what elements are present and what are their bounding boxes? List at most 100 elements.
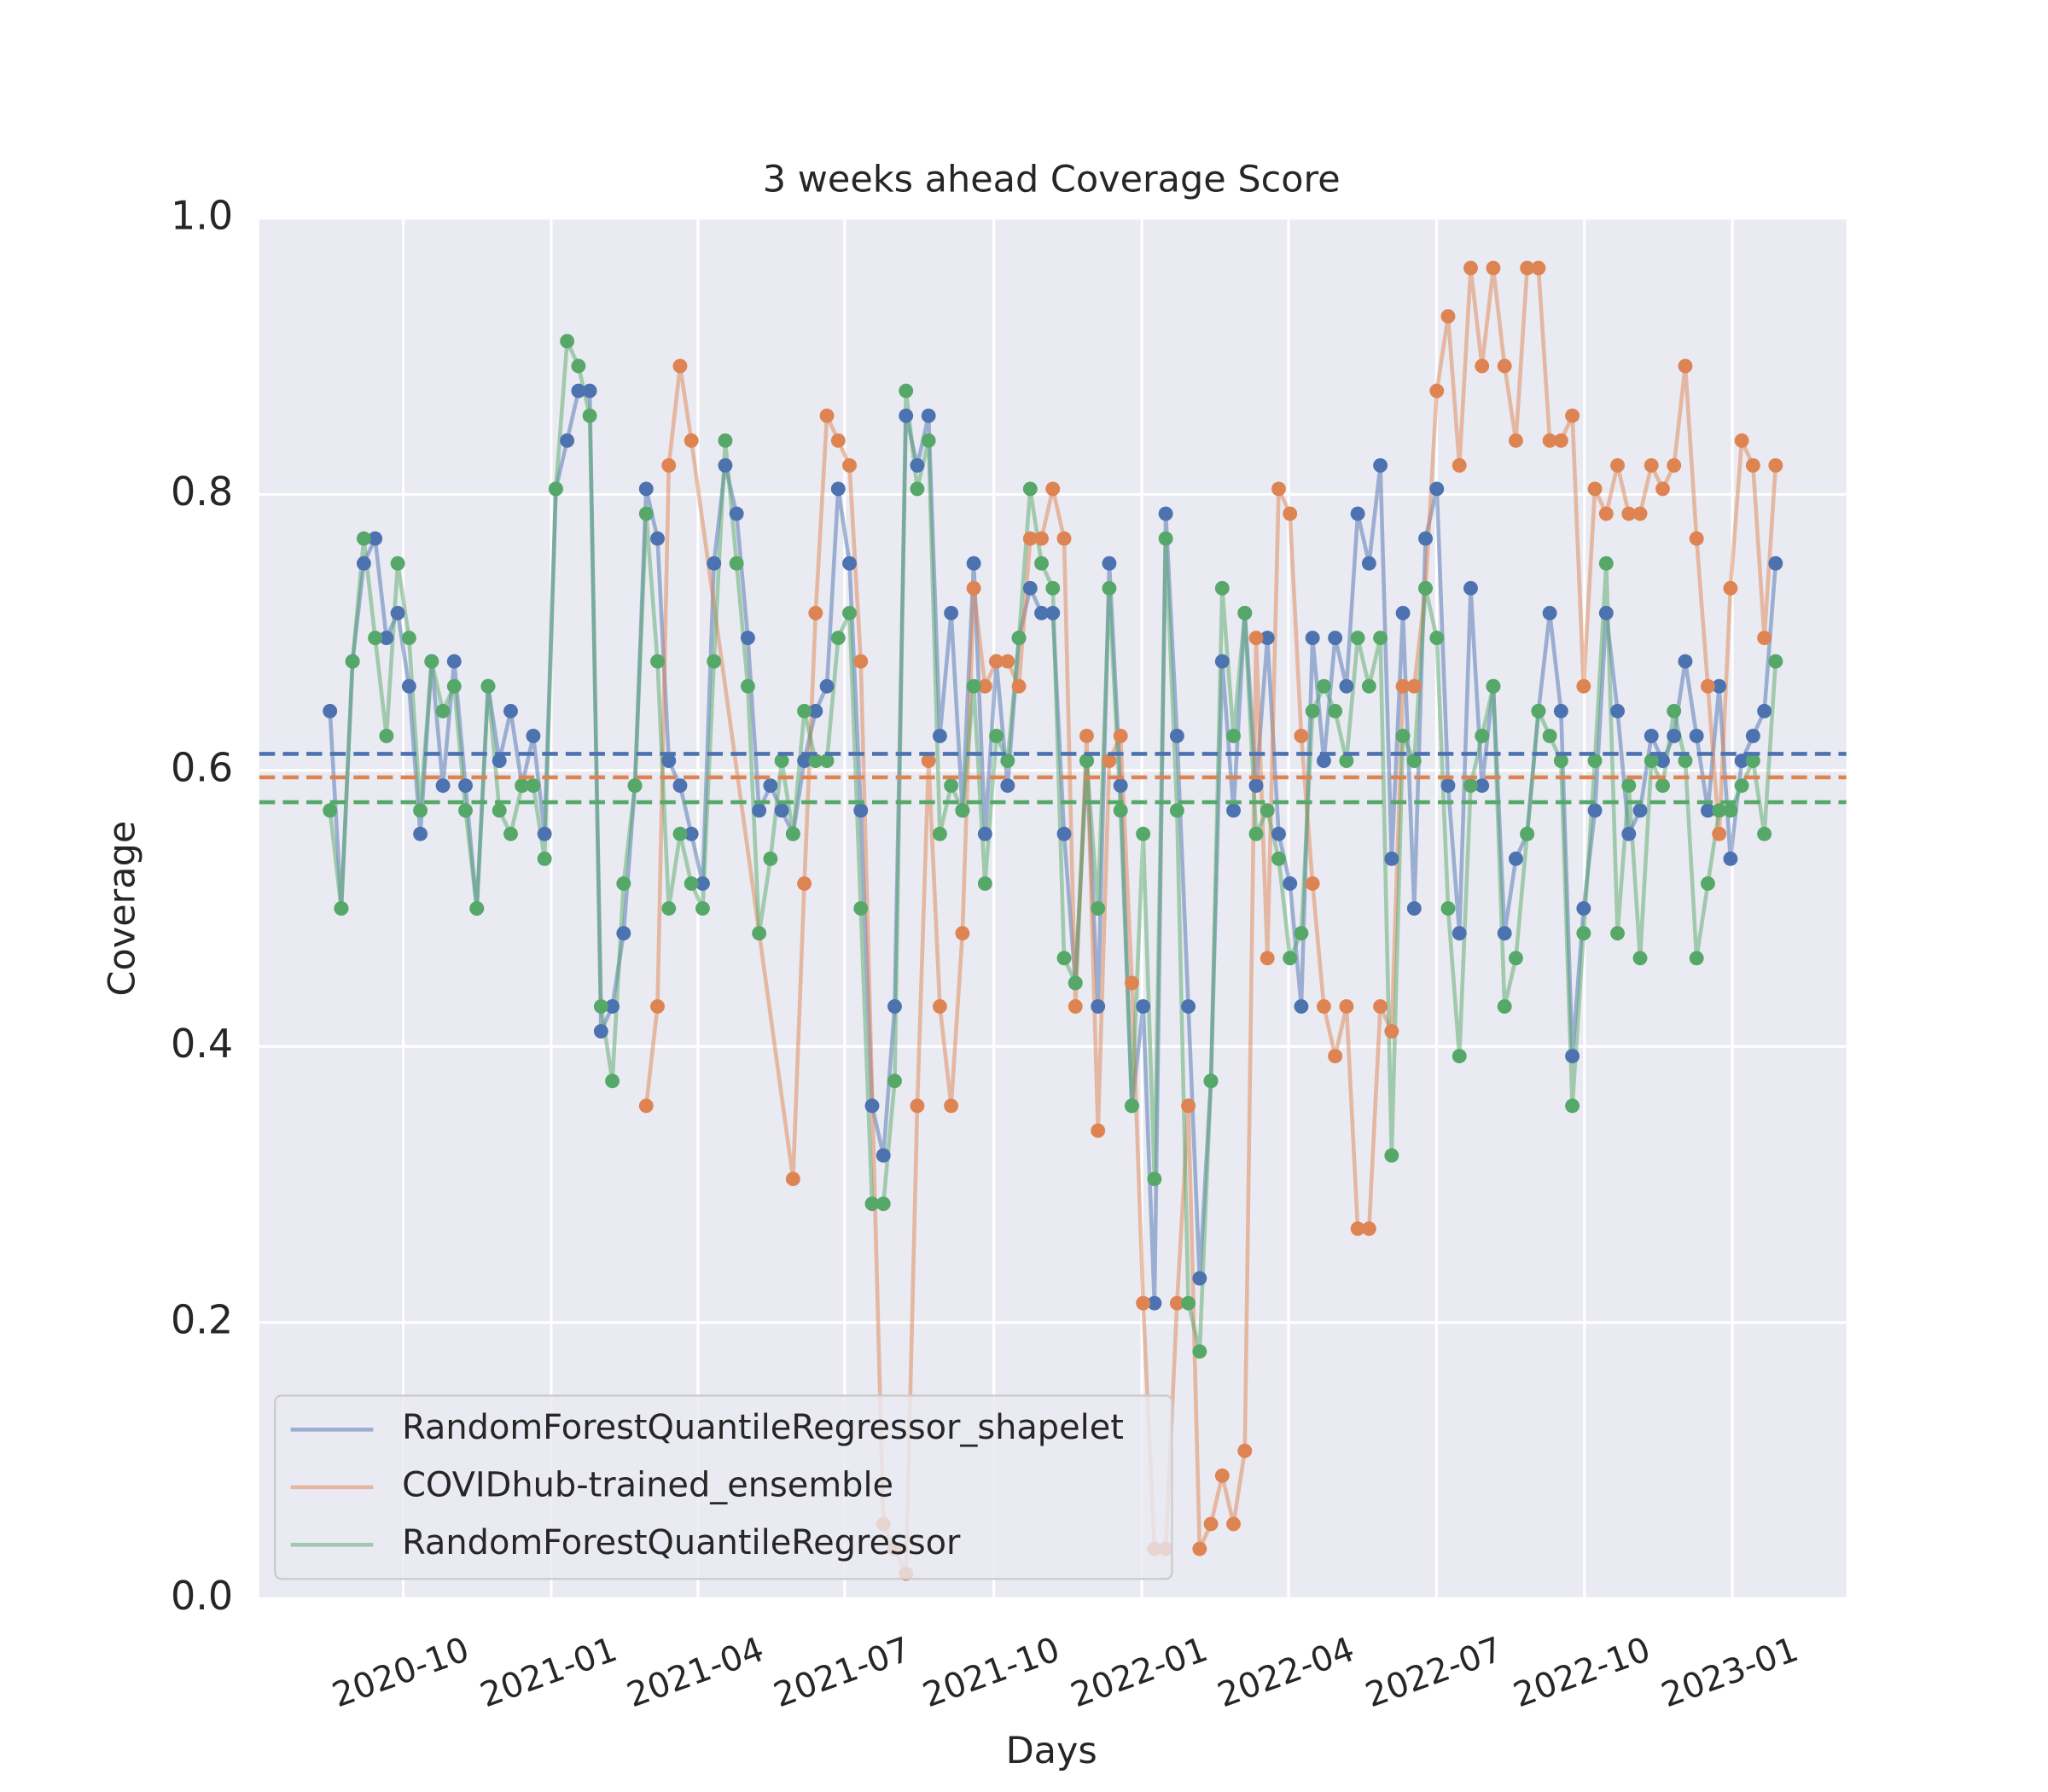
- point: [707, 654, 722, 669]
- point: [1678, 753, 1693, 768]
- point: [424, 654, 439, 669]
- point: [379, 631, 394, 646]
- point: [1621, 826, 1637, 841]
- point: [1192, 1271, 1207, 1286]
- point: [560, 433, 575, 448]
- point: [323, 803, 338, 818]
- plot-background: [259, 218, 1847, 1599]
- point: [1192, 1541, 1207, 1556]
- point: [1644, 457, 1659, 473]
- point: [1045, 481, 1061, 497]
- point: [1214, 1468, 1230, 1483]
- point: [1102, 556, 1117, 571]
- point: [718, 433, 733, 448]
- point: [650, 998, 665, 1014]
- point: [1248, 778, 1264, 794]
- point: [1429, 383, 1445, 399]
- point: [1520, 260, 1535, 276]
- point: [469, 901, 485, 916]
- point: [1598, 506, 1614, 521]
- point: [1610, 457, 1625, 473]
- point: [1339, 753, 1354, 768]
- point: [1034, 531, 1049, 546]
- point: [684, 433, 699, 448]
- point: [1689, 728, 1704, 743]
- point: [1406, 901, 1422, 916]
- point: [1248, 631, 1264, 646]
- point: [1361, 556, 1376, 571]
- point: [672, 778, 688, 794]
- point: [458, 803, 473, 818]
- point: [1475, 778, 1490, 794]
- x-tick-label: 2022-01: [1066, 1630, 1213, 1715]
- point: [1328, 631, 1343, 646]
- point: [1283, 876, 1298, 891]
- point: [1102, 753, 1117, 768]
- point: [1328, 703, 1343, 719]
- x-tick-label: 2021-04: [622, 1630, 769, 1715]
- point: [1632, 803, 1648, 818]
- point: [830, 631, 846, 646]
- point: [1734, 433, 1749, 448]
- point: [323, 703, 338, 719]
- point: [853, 901, 869, 916]
- point: [1700, 876, 1715, 891]
- point: [1395, 606, 1411, 620]
- point: [729, 506, 744, 521]
- point: [1497, 358, 1512, 374]
- point: [1689, 531, 1704, 546]
- point: [1091, 1123, 1106, 1138]
- point: [1316, 678, 1331, 694]
- point: [1068, 998, 1083, 1014]
- point: [1113, 778, 1128, 794]
- point: [1384, 851, 1399, 866]
- point: [582, 383, 597, 399]
- x-axis-label: Days: [1006, 1730, 1097, 1772]
- point: [887, 1073, 902, 1089]
- point: [921, 433, 936, 448]
- point: [1283, 506, 1298, 521]
- point: [876, 1148, 891, 1163]
- point: [638, 506, 654, 521]
- point: [1486, 260, 1501, 276]
- point: [1508, 433, 1523, 448]
- point: [808, 703, 823, 719]
- point: [605, 998, 620, 1014]
- point: [582, 408, 597, 423]
- point: [1350, 631, 1365, 646]
- point: [1429, 481, 1445, 497]
- point: [1700, 803, 1715, 818]
- point: [1655, 753, 1670, 768]
- point: [774, 803, 789, 818]
- point: [819, 678, 835, 694]
- legend-label: COVIDhub-trained_ensemble: [402, 1465, 893, 1504]
- point: [390, 606, 405, 620]
- y-tick-label: 0.0: [171, 1573, 233, 1619]
- point: [661, 457, 677, 473]
- point: [1621, 778, 1637, 794]
- point: [1723, 803, 1738, 818]
- point: [1667, 703, 1682, 719]
- point: [1678, 654, 1693, 669]
- point: [1305, 703, 1320, 719]
- x-tick-label: 2021-07: [769, 1630, 916, 1715]
- point: [446, 654, 462, 669]
- point: [650, 531, 665, 546]
- point: [1034, 556, 1049, 571]
- point: [661, 901, 677, 916]
- point: [729, 556, 744, 571]
- point: [785, 1172, 800, 1187]
- point: [526, 778, 541, 794]
- point: [480, 678, 496, 694]
- point: [1520, 826, 1535, 841]
- point: [492, 753, 507, 768]
- point: [1203, 1073, 1219, 1089]
- point: [1271, 851, 1286, 866]
- point: [977, 826, 992, 841]
- point: [1542, 433, 1557, 448]
- point: [345, 654, 360, 669]
- x-tick-label: 2022-04: [1213, 1630, 1359, 1715]
- point: [695, 876, 710, 891]
- point: [1757, 703, 1772, 719]
